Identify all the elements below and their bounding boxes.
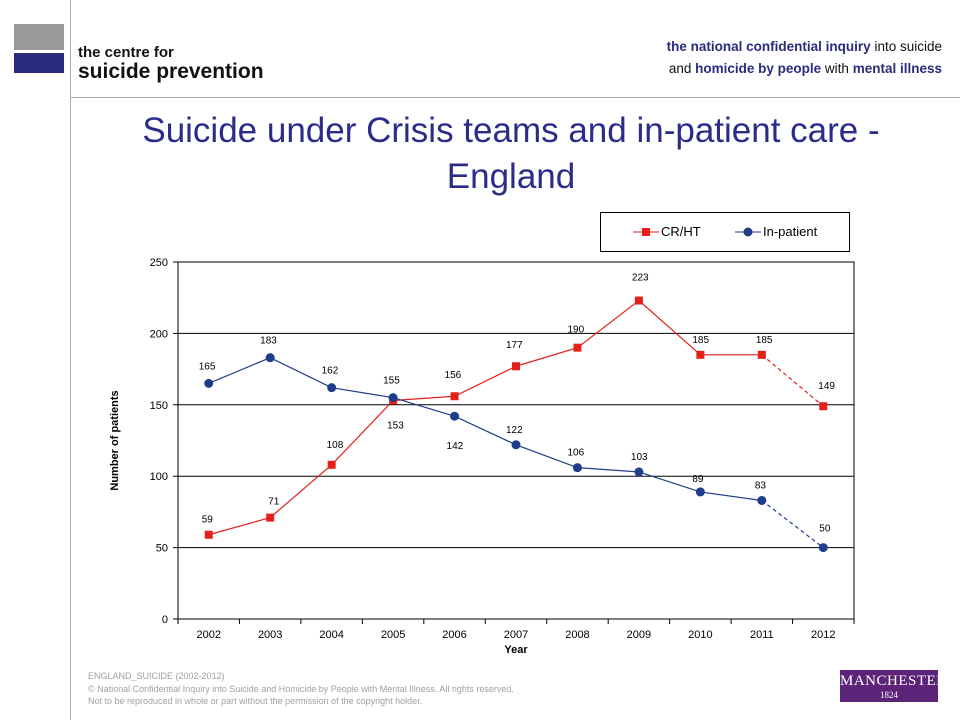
data-label-1-9: 83: [755, 480, 767, 491]
point-1-7: [634, 467, 644, 477]
inquiry-line2-rest2: with: [824, 61, 849, 76]
point-0-4: [450, 392, 459, 401]
legend-crht-label: CR/HT: [661, 224, 701, 239]
centre-name: the centre for suicide prevention: [78, 45, 264, 83]
point-0-1: [266, 513, 275, 522]
point-1-8: [695, 487, 705, 497]
x-tick-label-2007: 2007: [504, 629, 528, 641]
series-line-dashed-1: [761, 499, 824, 549]
point-0-6: [573, 343, 582, 352]
data-label-0-8: 185: [692, 335, 709, 346]
inquiry-line2: and homicide by people with mental illne…: [667, 58, 942, 80]
data-label-1-7: 103: [631, 452, 648, 463]
data-label-0-4: 156: [445, 370, 462, 381]
data-label-0-7: 223: [632, 273, 649, 284]
logo-navy-block: [14, 53, 64, 73]
inquiry-line2-rest1: and: [668, 61, 692, 76]
x-tick-label-2004: 2004: [319, 629, 343, 641]
footer-line3: Not to be reproduced in whole or part wi…: [88, 696, 423, 706]
legend-inpatient-label: In-patient: [763, 224, 818, 239]
point-1-6: [572, 463, 582, 473]
point-0-2: [327, 460, 336, 469]
inquiry-name: the national confidential inquiry into s…: [667, 36, 942, 80]
centre-name-line2: suicide prevention: [78, 60, 264, 83]
legend-item-inpatient: In-patient: [735, 224, 817, 239]
logo-grey-block: [14, 24, 64, 50]
chart-title: Suicide under Crisis teams and in-patien…: [142, 111, 880, 196]
data-label-1-2: 162: [322, 366, 339, 377]
y-tick-label-150: 150: [150, 400, 168, 412]
chart-legend: CR/HT In-patient: [600, 212, 850, 252]
x-tick-label-2008: 2008: [565, 629, 589, 641]
university-logo: MANCHESTER 1824: [840, 670, 947, 702]
point-0-0: [204, 530, 213, 539]
point-1-5: [511, 440, 521, 450]
data-label-0-1: 71: [268, 497, 280, 508]
header-divider: [70, 97, 960, 98]
inquiry-line2-bold: homicide by people: [695, 61, 822, 76]
x-tick-label-2006: 2006: [442, 629, 466, 641]
data-label-1-4: 142: [447, 441, 464, 452]
y-tick-label-50: 50: [156, 543, 168, 555]
y-tick-label-0: 0: [162, 614, 168, 626]
y-tick-label-250: 250: [150, 257, 168, 269]
centre-name-line1: the centre for: [78, 44, 174, 61]
point-0-9: [757, 350, 766, 359]
data-label-0-10: 149: [818, 381, 835, 392]
copyright-footer: ENGLAND_SUICIDE (2002-2012) © National C…: [88, 670, 514, 708]
point-1-1: [265, 353, 275, 363]
x-tick-label-2003: 2003: [258, 629, 282, 641]
data-label-1-3: 155: [383, 376, 400, 387]
inquiry-line1: the national confidential inquiry into s…: [667, 36, 942, 58]
data-label-1-8: 89: [692, 474, 704, 485]
data-label-0-3: 153: [387, 421, 404, 432]
university-year: 1824: [880, 690, 898, 700]
series-line-0: [208, 299, 762, 536]
footer-line1: ENGLAND_SUICIDE (2002-2012): [88, 671, 225, 681]
footer-line2: © National Confidential Inquiry into Sui…: [88, 683, 514, 694]
data-label-0-2: 108: [327, 440, 344, 451]
y-tick-label-100: 100: [150, 471, 168, 483]
point-0-8: [696, 350, 705, 359]
point-1-10: [818, 543, 828, 553]
data-label-0-0: 59: [202, 515, 214, 526]
x-tick-label-2002: 2002: [196, 629, 220, 641]
data-label-0-6: 190: [567, 325, 584, 336]
x-tick-label-2011: 2011: [750, 629, 774, 641]
y-tick-label-200: 200: [150, 328, 168, 340]
data-label-0-5: 177: [506, 340, 523, 351]
data-label-1-0: 165: [199, 361, 216, 372]
legend-crht-swatch: [633, 227, 659, 236]
point-1-2: [327, 383, 337, 393]
data-label-1-10: 50: [819, 524, 831, 535]
x-tick-label-2010: 2010: [688, 629, 712, 641]
legend-inpatient-swatch: [735, 227, 761, 236]
inquiry-line1-rest: into suicide: [874, 39, 942, 54]
vertical-divider: [70, 0, 71, 720]
x-tick-label-2005: 2005: [381, 629, 405, 641]
university-name: MANCHESTER: [840, 673, 947, 689]
x-axis-label: Year: [504, 644, 528, 656]
data-label-0-9: 185: [756, 335, 773, 346]
point-0-5: [512, 362, 520, 371]
point-1-4: [450, 411, 460, 421]
data-label-1-1: 183: [260, 336, 277, 347]
legend-item-crht: CR/HT: [633, 224, 701, 239]
point-0-7: [634, 296, 643, 305]
x-tick-label-2009: 2009: [627, 629, 651, 641]
point-1-3: [388, 393, 398, 403]
point-1-0: [204, 378, 214, 388]
x-tick-label-2012: 2012: [811, 629, 835, 641]
data-label-1-6: 106: [567, 448, 584, 459]
series-line-1: [208, 357, 762, 502]
inquiry-line2-bold2: mental illness: [852, 61, 942, 76]
point-1-9: [757, 495, 767, 505]
point-0-10: [819, 402, 828, 411]
centre-logo: [14, 24, 64, 73]
data-label-1-5: 122: [506, 425, 523, 436]
inquiry-line1-bold: the national confidential inquiry: [666, 39, 871, 54]
series-line-dashed-0: [761, 354, 824, 407]
y-axis-label: Number of patients: [109, 390, 121, 490]
